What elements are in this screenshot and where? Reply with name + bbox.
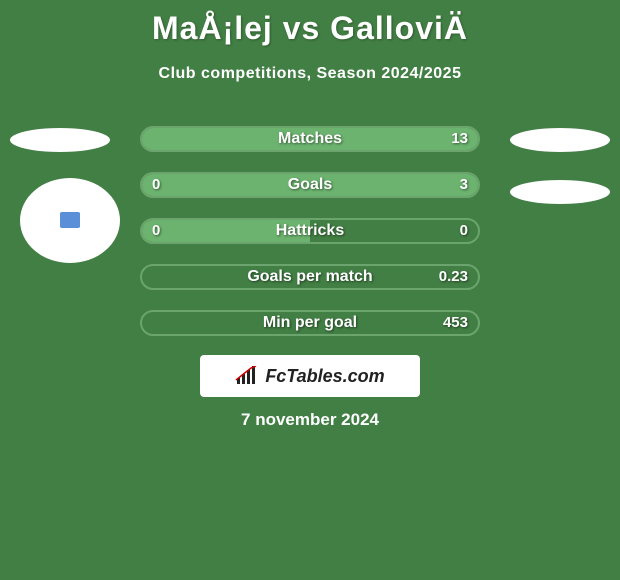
stat-row-goals-per-match: Goals per match 0.23 [140, 264, 480, 290]
stats-container: Matches 13 0 Goals 3 0 Hattricks 0 Goals… [140, 126, 480, 356]
stat-row-min-per-goal: Min per goal 453 [140, 310, 480, 336]
stat-value-right: 13 [451, 128, 468, 150]
stat-label: Min per goal [142, 312, 478, 334]
stat-label: Goals [142, 174, 478, 196]
decoration-ellipse-left-2 [20, 178, 120, 263]
chart-icon [235, 366, 259, 386]
stat-label: Hattricks [142, 220, 478, 242]
logo-text: FcTables.com [265, 366, 384, 387]
decoration-ellipse-right-1 [510, 128, 610, 152]
decoration-ellipse-left-1 [10, 128, 110, 152]
stat-row-matches: Matches 13 [140, 126, 480, 152]
stat-row-goals: 0 Goals 3 [140, 172, 480, 198]
stat-value-right: 0 [460, 220, 468, 242]
stat-value-right: 3 [460, 174, 468, 196]
decoration-badge-icon [60, 212, 80, 228]
page-subtitle: Club competitions, Season 2024/2025 [0, 65, 620, 83]
stat-label: Matches [142, 128, 478, 150]
decoration-ellipse-right-2 [510, 180, 610, 204]
stat-value-right: 0.23 [439, 266, 468, 288]
footer-date: 7 november 2024 [0, 410, 620, 430]
stat-row-hattricks: 0 Hattricks 0 [140, 218, 480, 244]
page-title: MaÅ¡lej vs GalloviÄ [0, 0, 620, 47]
stat-value-right: 453 [443, 312, 468, 334]
footer-logo: FcTables.com [200, 355, 420, 397]
stat-label: Goals per match [142, 266, 478, 288]
